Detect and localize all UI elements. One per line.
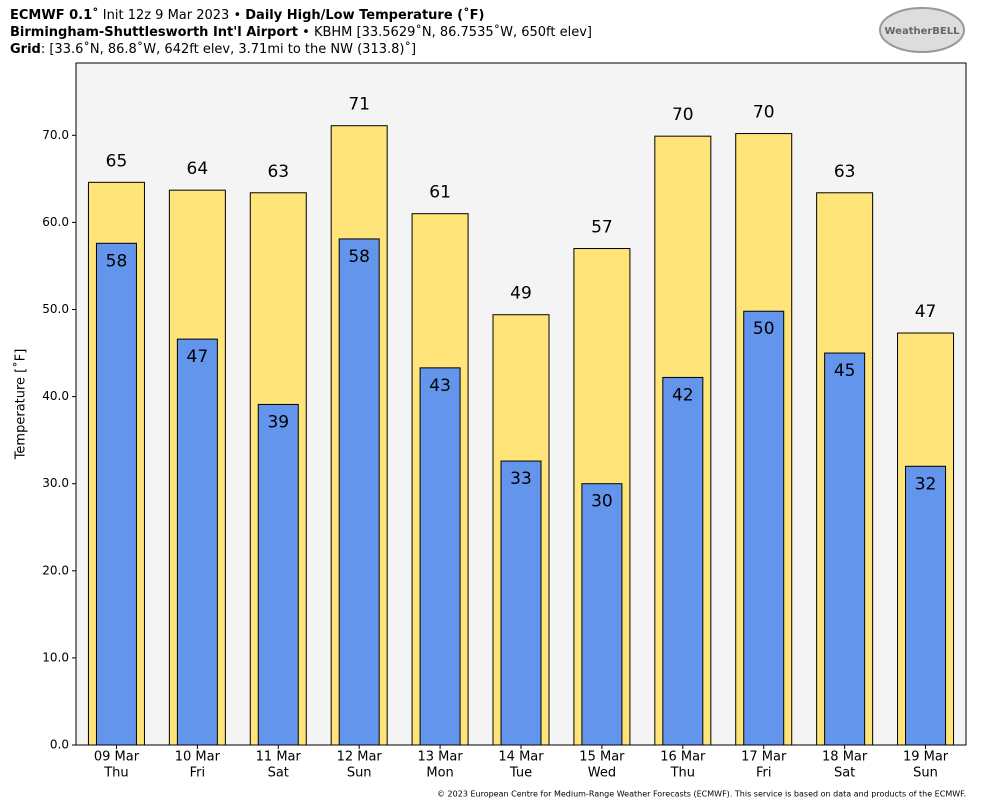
value-label: 33 bbox=[510, 469, 532, 489]
header-line: ECMWF 0.1˚ Init 12z 9 Mar 2023 • Daily H… bbox=[10, 7, 484, 23]
y-tick-label: 0.0 bbox=[50, 738, 69, 752]
header-segment: Daily High/Low Temperature (˚F) bbox=[245, 7, 484, 23]
x-tick-weekday: Thu bbox=[103, 766, 128, 781]
bar bbox=[662, 376, 704, 746]
value-label: 71 bbox=[348, 95, 370, 115]
value-label: 57 bbox=[591, 218, 613, 238]
y-tick-label: 10.0 bbox=[42, 650, 69, 664]
x-tick-label: 18 Mar bbox=[822, 750, 868, 765]
y-tick-label: 20.0 bbox=[42, 563, 69, 577]
value-label: 30 bbox=[591, 492, 613, 512]
y-tick-label: 30.0 bbox=[42, 476, 69, 490]
x-tick-weekday: Sat bbox=[834, 766, 855, 781]
value-label: 32 bbox=[915, 474, 937, 494]
x-tick-label: 12 Mar bbox=[337, 750, 383, 765]
logo: WeatherBELL bbox=[879, 7, 965, 53]
x-tick-label: 15 Mar bbox=[579, 750, 625, 765]
x-tick-weekday: Wed bbox=[588, 766, 616, 781]
x-tick-label: 13 Mar bbox=[417, 750, 463, 765]
bar bbox=[905, 465, 947, 746]
x-tick-weekday: Sun bbox=[347, 766, 372, 781]
value-label: 39 bbox=[267, 412, 289, 432]
x-tick-label: 19 Mar bbox=[903, 750, 949, 765]
x-tick-weekday: Tue bbox=[509, 766, 532, 781]
y-tick-label: 50.0 bbox=[42, 302, 69, 316]
value-label: 61 bbox=[429, 183, 451, 203]
x-tick-weekday: Sat bbox=[268, 766, 289, 781]
header-segment: Init 12z 9 Mar 2023 • bbox=[99, 8, 246, 23]
value-label: 47 bbox=[187, 347, 209, 367]
bar bbox=[500, 460, 542, 746]
value-label: 49 bbox=[510, 284, 532, 304]
bar bbox=[176, 338, 218, 746]
header-segment: Grid bbox=[10, 42, 41, 57]
value-label: 42 bbox=[672, 385, 694, 405]
value-label: 63 bbox=[267, 162, 289, 182]
x-tick-label: 16 Mar bbox=[660, 750, 706, 765]
bar bbox=[581, 483, 623, 746]
x-tick-weekday: Thu bbox=[670, 766, 695, 781]
header-segment: • KBHM [33.5629˚N, 86.7535˚W, 650ft elev… bbox=[298, 24, 592, 40]
value-label: 70 bbox=[672, 105, 694, 125]
value-label: 45 bbox=[834, 361, 856, 381]
y-tick-label: 70.0 bbox=[42, 128, 69, 142]
value-label: 58 bbox=[106, 251, 128, 271]
header-line: Grid: [33.6˚N, 86.8˚W, 642ft elev, 3.71m… bbox=[10, 41, 416, 57]
value-label: 50 bbox=[753, 319, 775, 339]
header-line: Birmingham-Shuttlesworth Int'l Airport •… bbox=[10, 24, 592, 40]
bar bbox=[257, 403, 299, 746]
x-tick-weekday: Fri bbox=[756, 766, 772, 781]
bar bbox=[95, 242, 137, 746]
value-label: 65 bbox=[106, 151, 128, 171]
header-segment: Birmingham-Shuttlesworth Int'l Airport bbox=[10, 25, 298, 40]
header-segment: : [33.6˚N, 86.8˚W, 642ft elev, 3.71mi to… bbox=[41, 41, 416, 57]
bar bbox=[338, 238, 380, 746]
value-label: 63 bbox=[834, 162, 856, 182]
x-tick-label: 17 Mar bbox=[741, 750, 787, 765]
footer: © 2023 European Centre for Medium-Range … bbox=[437, 790, 966, 799]
x-tick-label: 14 Mar bbox=[498, 750, 544, 765]
y-tick-label: 60.0 bbox=[42, 215, 69, 229]
bar bbox=[743, 310, 785, 746]
x-tick-label: 10 Mar bbox=[175, 750, 221, 765]
x-tick-label: 11 Mar bbox=[256, 750, 302, 765]
value-label: 70 bbox=[753, 103, 775, 123]
plot-frame bbox=[75, 62, 967, 746]
x-tick-label: 09 Mar bbox=[94, 750, 140, 765]
x-tick-weekday: Mon bbox=[426, 766, 453, 781]
value-label: 43 bbox=[429, 376, 451, 396]
logo-text: WeatherBELL bbox=[884, 26, 960, 37]
bar bbox=[419, 367, 461, 746]
y-axis-label: Temperature [˚F] bbox=[13, 349, 29, 461]
value-label: 58 bbox=[348, 247, 370, 267]
x-tick-weekday: Sun bbox=[913, 766, 938, 781]
value-label: 47 bbox=[915, 302, 937, 322]
y-tick-label: 40.0 bbox=[42, 389, 69, 403]
x-tick-weekday: Fri bbox=[190, 766, 206, 781]
header-segment: ECMWF 0.1˚ bbox=[10, 7, 99, 23]
bar bbox=[824, 352, 866, 746]
value-label: 64 bbox=[187, 159, 209, 179]
